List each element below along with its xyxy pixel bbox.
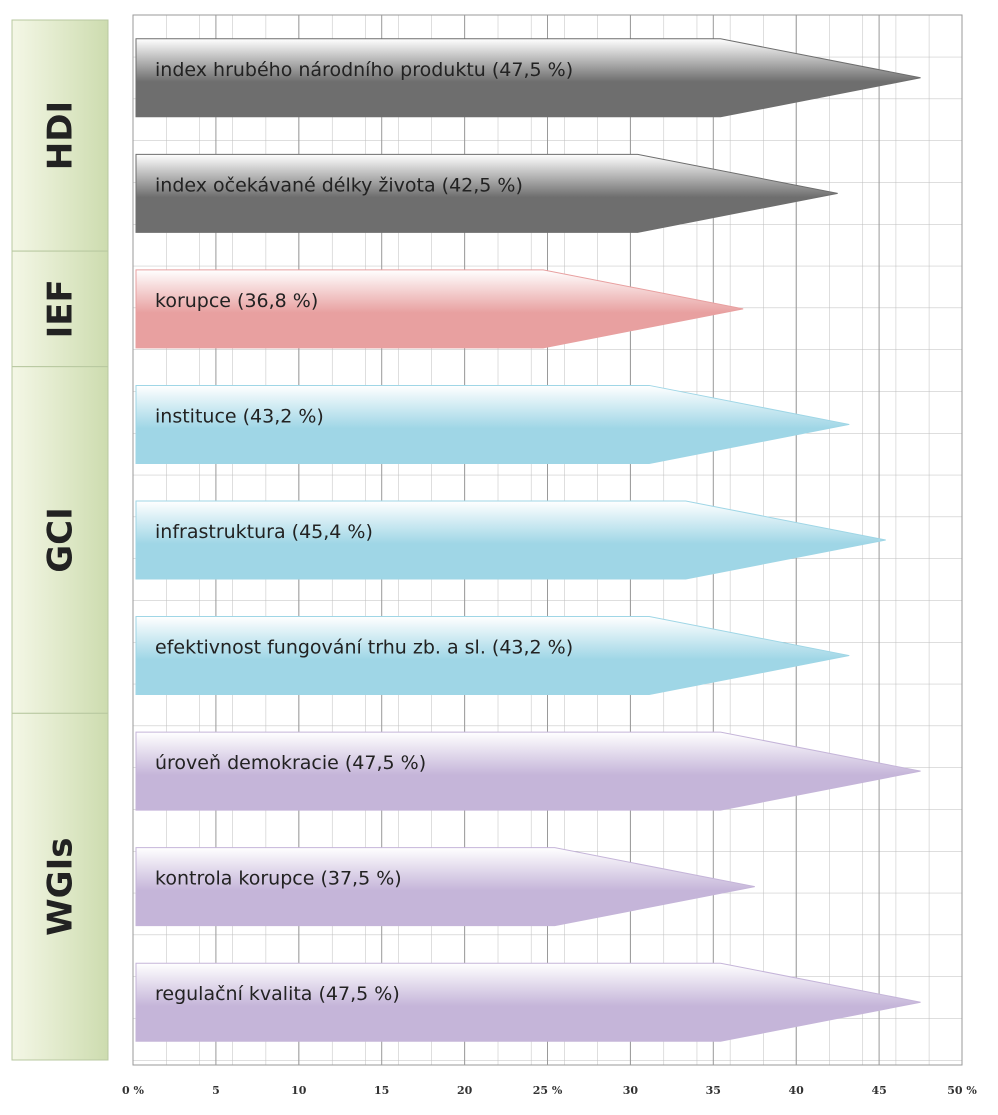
x-tick-label: 35: [706, 1084, 721, 1097]
category-name: efektivnost fungování trhu zb. a sl.: [155, 636, 486, 658]
bar-label: korupce (36,8 %): [155, 289, 318, 311]
group-label: HDI: [41, 101, 81, 170]
group-box: [11, 19, 109, 252]
category-name: infrastruktura: [155, 521, 286, 543]
value-label: (36,8 %): [237, 289, 318, 311]
value-label: (47,5 %): [345, 752, 426, 774]
arrow-bar: [135, 962, 921, 1042]
value-label: (47,5 %): [319, 983, 400, 1005]
bar-label: regulační kvalita (47,5 %): [155, 983, 400, 1005]
category-name: korupce: [155, 289, 231, 311]
category-name: kontrola korupce: [155, 867, 314, 889]
bar-label: index očekávané délky života (42,5 %): [155, 174, 523, 196]
category-name: index očekávané délky života: [155, 174, 436, 196]
value-label: (43,2 %): [492, 636, 573, 658]
value-label: (47,5 %): [492, 58, 573, 80]
arrow-bar: [135, 269, 744, 349]
x-tick-label: 10: [291, 1084, 307, 1097]
x-tick-label: 30: [623, 1084, 639, 1097]
group-box: [11, 250, 109, 368]
bar-label: infrastruktura (45,4 %): [155, 521, 373, 543]
bar-label: efektivnost fungování trhu zb. a sl. (43…: [155, 636, 573, 658]
value-label: (42,5 %): [442, 174, 523, 196]
group-label: IEF: [41, 279, 81, 338]
category-name: regulační kvalita: [155, 983, 312, 1005]
x-tick-label: 20: [457, 1084, 473, 1097]
arrow-bar: [135, 384, 850, 464]
x-tick-label: 5: [212, 1084, 220, 1097]
category-name: index hrubého národního produktu: [155, 58, 486, 80]
x-tick-label: 0 %: [122, 1084, 144, 1097]
value-label: (37,5 %): [320, 867, 401, 889]
value-label: (45,4 %): [292, 521, 373, 543]
x-tick-label: 50 %: [947, 1084, 977, 1097]
arrow-bar: [135, 616, 850, 696]
layer: 0 % 5 10 15 20 25 % 30 35 40 45 50 % index hrubého …: [11, 15, 977, 1097]
arrow-bar: [135, 731, 921, 811]
bar-label: kontrola korupce (37,5 %): [155, 867, 402, 889]
bar-label: úroveň demokracie (47,5 %): [155, 752, 426, 774]
group-box: [11, 712, 109, 1061]
x-tick-label: 40: [789, 1084, 805, 1097]
x-tick-label: 25 %: [533, 1084, 563, 1097]
group-label: WGIs: [41, 838, 81, 936]
group-label: GCI: [41, 507, 81, 573]
category-name: úroveň demokracie: [155, 752, 339, 774]
x-tick-label: 15: [374, 1084, 389, 1097]
arrow-bar: [135, 153, 838, 233]
arrow-bar: [135, 38, 921, 118]
value-label: (43,2 %): [243, 405, 324, 427]
arrow-bar: [135, 847, 755, 927]
category-name: instituce: [155, 405, 237, 427]
bar-label: instituce (43,2 %): [155, 405, 324, 427]
group-box: [11, 366, 109, 714]
bar-label: index hrubého národního produktu (47,5 %…: [155, 58, 573, 80]
arrow-bar: [135, 500, 886, 580]
x-tick-label: 45: [871, 1084, 886, 1097]
